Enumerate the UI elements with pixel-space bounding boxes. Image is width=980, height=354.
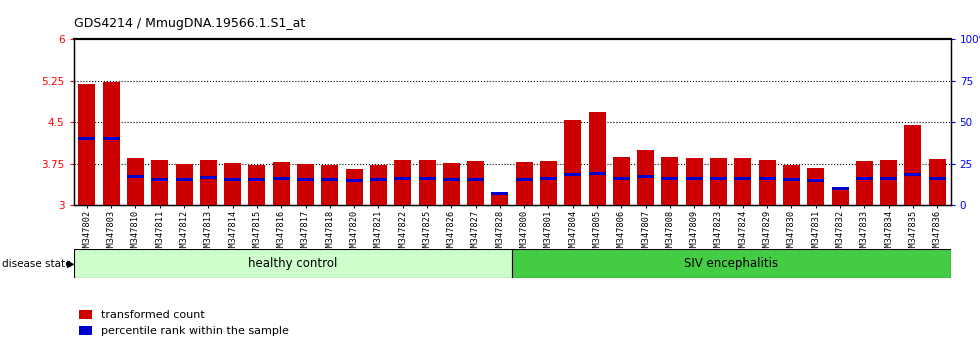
Bar: [832, 187, 849, 190]
Legend: transformed count, percentile rank within the sample: transformed count, percentile rank withi…: [79, 310, 289, 336]
Bar: [369, 165, 387, 205]
Bar: [564, 120, 581, 205]
Bar: [612, 156, 630, 205]
Bar: [491, 193, 509, 205]
Bar: [856, 177, 873, 180]
Bar: [589, 172, 606, 175]
Text: healthy control: healthy control: [248, 257, 337, 270]
Bar: [564, 173, 581, 176]
Bar: [200, 176, 217, 179]
Bar: [200, 160, 217, 205]
Bar: [321, 165, 338, 205]
Bar: [418, 177, 435, 180]
Bar: [418, 160, 435, 205]
Bar: [272, 177, 290, 180]
Bar: [491, 192, 509, 195]
Bar: [346, 179, 363, 182]
Bar: [662, 156, 678, 205]
Bar: [808, 167, 824, 205]
Bar: [443, 163, 460, 205]
Bar: [759, 177, 775, 180]
Bar: [151, 178, 169, 181]
Bar: [808, 179, 824, 182]
Bar: [905, 125, 921, 205]
Text: SIV encephalitis: SIV encephalitis: [684, 257, 778, 270]
Bar: [321, 178, 338, 181]
Bar: [589, 112, 606, 205]
Bar: [783, 178, 800, 181]
Bar: [346, 169, 363, 205]
Bar: [710, 177, 727, 180]
Bar: [467, 178, 484, 181]
Text: GDS4214 / MmugDNA.19566.1.S1_at: GDS4214 / MmugDNA.19566.1.S1_at: [74, 17, 305, 30]
Bar: [515, 178, 533, 181]
Bar: [540, 161, 557, 205]
Bar: [540, 177, 557, 180]
Text: disease state: disease state: [2, 259, 72, 269]
Bar: [103, 82, 120, 205]
Bar: [512, 249, 951, 278]
Bar: [297, 164, 314, 205]
Bar: [297, 178, 314, 181]
Bar: [637, 175, 655, 178]
Bar: [394, 160, 412, 205]
Bar: [880, 160, 897, 205]
Bar: [175, 178, 192, 181]
Bar: [612, 177, 630, 180]
Bar: [929, 177, 946, 180]
Bar: [175, 164, 192, 205]
Bar: [151, 160, 169, 205]
Bar: [394, 177, 412, 180]
Bar: [734, 158, 752, 205]
Bar: [905, 173, 921, 176]
Bar: [272, 162, 290, 205]
Bar: [856, 161, 873, 205]
Bar: [515, 162, 533, 205]
Bar: [686, 177, 703, 180]
Bar: [637, 150, 655, 205]
Bar: [929, 159, 946, 205]
Bar: [127, 158, 144, 205]
Bar: [880, 177, 897, 180]
Bar: [74, 249, 512, 278]
Bar: [249, 165, 266, 205]
Bar: [224, 178, 241, 181]
Bar: [127, 175, 144, 178]
Bar: [443, 178, 460, 181]
Bar: [249, 178, 266, 181]
Bar: [78, 137, 95, 140]
Bar: [759, 160, 775, 205]
Bar: [783, 165, 800, 205]
Bar: [734, 177, 752, 180]
Bar: [103, 137, 120, 140]
Bar: [710, 158, 727, 205]
Bar: [78, 84, 95, 205]
Bar: [832, 189, 849, 205]
Bar: [662, 177, 678, 180]
Bar: [686, 158, 703, 205]
Bar: [224, 163, 241, 205]
Bar: [467, 161, 484, 205]
Bar: [369, 178, 387, 181]
Text: ▶: ▶: [67, 259, 74, 269]
